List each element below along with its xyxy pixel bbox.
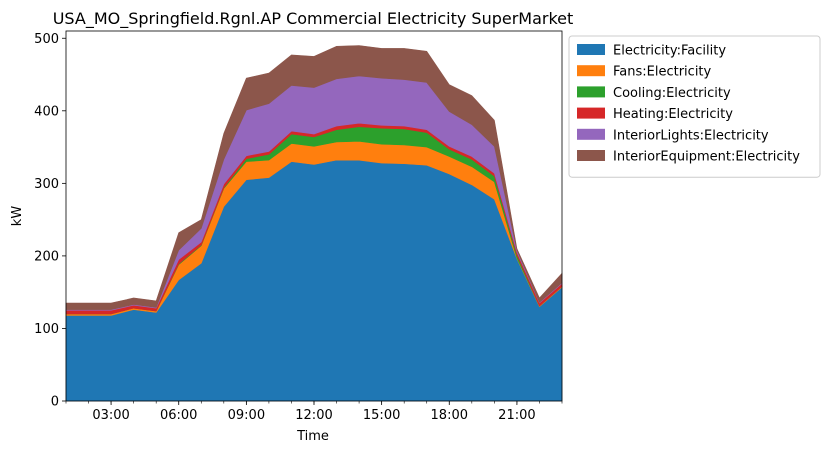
areas-layer	[65, 45, 563, 402]
x-tick-label: 03:00	[92, 408, 129, 423]
legend-swatch-interiorlights-electricity	[577, 128, 605, 140]
legend: Electricity:Facility Fans:Electricity Cool…	[568, 35, 821, 178]
y-tick-label: 400	[34, 104, 59, 119]
y-tick-label: 0	[51, 395, 59, 410]
axes-layer: 0 100 200 300 400 500 03:00 06:00 09:00 12:00 15:0…	[34, 30, 563, 423]
legend-swatch-heating-electricity	[577, 107, 605, 119]
y-tick-label: 500	[34, 32, 59, 47]
legend-label-heating-electricity: Heating:Electricity	[613, 107, 733, 122]
chart-title: USA_MO_Springfield.Rgnl.AP Commercial El…	[53, 9, 574, 29]
y-tick-label: 100	[34, 322, 59, 337]
x-tick-label: 21:00	[498, 408, 535, 423]
legend-label-interiorequipment-electricity: InteriorEquipment:Electricity	[613, 150, 800, 165]
legend-swatch-electricity-facility	[577, 44, 605, 55]
legend-label-interiorlights-electricity: InteriorLights:Electricity	[613, 128, 769, 143]
x-tick-label: 06:00	[160, 408, 197, 423]
legend-frame	[568, 35, 821, 178]
legend-label-cooling-electricity: Cooling:Electricity	[613, 86, 731, 101]
legend-swatch-fans-electricity	[577, 65, 605, 77]
legend-swatch-cooling-electricity	[577, 86, 605, 98]
y-tick-label: 200	[34, 249, 59, 264]
x-tick-label: 09:00	[228, 408, 265, 423]
x-axis-label: Time	[296, 429, 329, 444]
legend-swatch-interiorequipment-electricity	[577, 150, 605, 161]
legend-label-electricity-facility: Electricity:Facility	[613, 44, 726, 59]
y-axis-label: kW	[10, 206, 25, 227]
y-tick-label: 300	[34, 177, 59, 192]
area-electricity-facility	[65, 159, 563, 402]
legend-label-fans-electricity: Fans:Electricity	[613, 65, 712, 80]
x-tick-label: 15:00	[363, 408, 400, 423]
x-tick-label: 18:00	[431, 408, 468, 423]
x-tick-label: 12:00	[295, 408, 332, 423]
